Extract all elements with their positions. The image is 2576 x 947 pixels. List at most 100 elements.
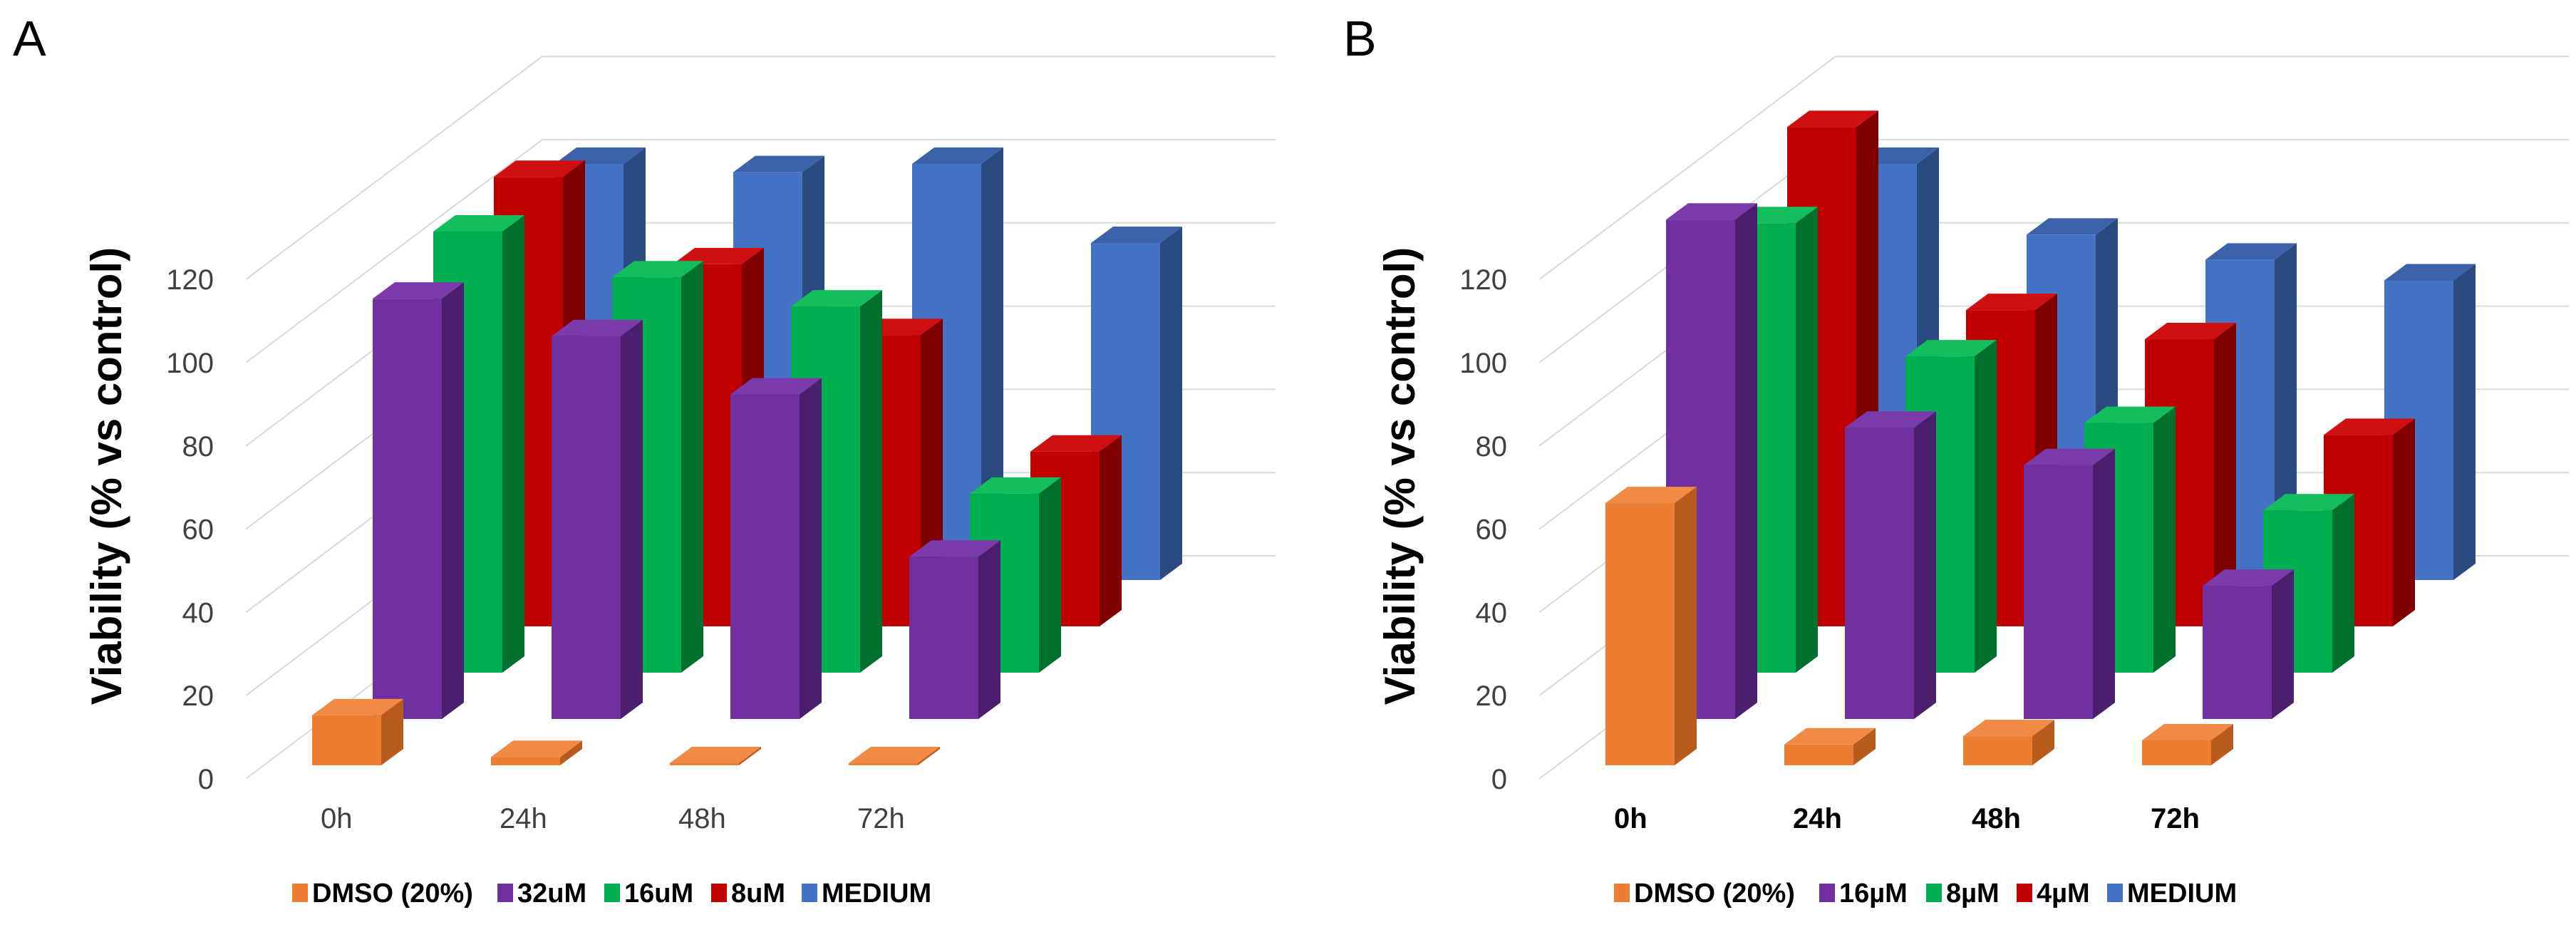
bar-top — [1963, 720, 2054, 737]
bar-side — [621, 319, 643, 720]
bar-side — [2214, 323, 2236, 626]
y-tick-label: 120 — [166, 264, 214, 296]
legend-item: 8µM — [1926, 879, 2000, 909]
bar-side — [1039, 477, 1061, 673]
bar-side — [2453, 264, 2476, 580]
bar-top — [433, 214, 524, 232]
bar-front — [1605, 503, 1675, 765]
bar-top — [1091, 226, 1182, 243]
legend-swatch — [604, 884, 620, 902]
bar-top — [2205, 243, 2297, 260]
bar-side — [1853, 728, 1876, 765]
bar-top — [373, 282, 464, 299]
bar-front — [909, 557, 978, 719]
bar-side — [1675, 487, 1697, 765]
legend-label: 4µM — [2037, 879, 2090, 909]
bar-top — [912, 148, 1003, 164]
bar-top — [552, 319, 643, 336]
legend-label: 8µM — [1946, 879, 2000, 909]
bar-front — [670, 763, 739, 765]
bar-side — [2332, 494, 2354, 673]
legend-swatch — [1819, 884, 1835, 902]
y-tick-label: 100 — [166, 348, 214, 379]
bar-front — [1845, 428, 1914, 719]
legend-item: MEDIUM — [802, 879, 931, 909]
bar-top — [1966, 294, 2057, 311]
bar-side — [1914, 411, 1936, 719]
bar — [909, 540, 1000, 719]
bar-side — [560, 740, 582, 765]
bar-side — [800, 378, 822, 719]
bar-top — [612, 261, 703, 278]
bar — [1784, 728, 1876, 765]
bar-side — [381, 698, 403, 765]
bar-top — [2324, 418, 2415, 435]
bar-side — [442, 282, 464, 719]
legend: DMSO (20%) 32uM 16uM 8uM MEDIUM — [292, 879, 931, 909]
legend-swatch — [1926, 884, 1942, 902]
panel-letter: B — [1343, 11, 1377, 66]
bar-top — [2084, 406, 2176, 423]
bar-top — [1605, 487, 1697, 504]
y-tick-label: 20 — [1476, 681, 1508, 712]
legend-swatch — [1614, 884, 1630, 902]
legend-label: MEDIUM — [822, 879, 931, 909]
y-axis-title: Viability (% vs control) — [1376, 247, 1424, 705]
bar-side — [1975, 340, 1997, 673]
bar-side — [2032, 720, 2054, 765]
bar-top — [494, 160, 585, 177]
bar-top — [673, 247, 764, 264]
bar-front — [373, 299, 442, 719]
bar-front — [552, 336, 621, 720]
legend-label: MEDIUM — [2127, 879, 2237, 909]
legend-swatch — [802, 884, 817, 902]
bar-side — [2093, 448, 2115, 719]
bar-top — [670, 747, 761, 763]
bar — [373, 282, 464, 719]
bar-top — [730, 378, 822, 395]
x-category-label: 24h — [500, 803, 547, 834]
legend-label: 16µM — [1839, 879, 1908, 909]
bar-front — [849, 763, 918, 765]
bar-side — [1796, 207, 1818, 673]
bar-front — [1784, 744, 1853, 765]
bar-side — [1735, 203, 1757, 719]
bar-top — [733, 155, 824, 172]
x-category-label: 48h — [1972, 803, 2021, 834]
bar-top — [1030, 435, 1122, 452]
bar-top — [791, 290, 882, 307]
legend-label: DMSO (20%) — [1634, 879, 1795, 909]
bar — [2024, 448, 2115, 719]
bar-top — [491, 740, 582, 757]
legend-swatch — [2017, 884, 2032, 902]
bar-side — [739, 747, 761, 765]
bar-top — [849, 747, 940, 763]
bar-side — [981, 148, 1003, 580]
legend-label: DMSO (20%) — [312, 879, 473, 909]
legend-swatch — [292, 884, 308, 902]
bar-top — [2384, 264, 2476, 281]
legend-item: MEDIUM — [2107, 879, 2237, 909]
bar-front — [2203, 586, 2272, 719]
y-axis-title: Viability (% vs control) — [83, 247, 130, 705]
bar — [1845, 411, 1936, 719]
bar — [491, 740, 582, 765]
bar-top — [2203, 569, 2294, 586]
bar-side — [1100, 435, 1122, 626]
y-tick-label: 120 — [1459, 264, 1507, 296]
bar-side — [2153, 406, 2176, 673]
bar — [730, 378, 822, 719]
legend-item: 16uM — [604, 879, 693, 909]
x-category-label: 72h — [857, 803, 905, 834]
y-tick-label: 20 — [182, 681, 214, 712]
bar-side — [2211, 723, 2233, 765]
legend-label: 16uM — [624, 879, 693, 909]
y-tick-label: 0 — [198, 764, 214, 795]
bar — [1963, 720, 2054, 765]
x-category-label: 48h — [678, 803, 726, 834]
legend-swatch — [2107, 884, 2123, 902]
legend-label: 8uM — [731, 879, 785, 909]
bar — [2142, 723, 2233, 765]
bar-top — [554, 148, 646, 164]
side-gridline — [245, 56, 543, 280]
